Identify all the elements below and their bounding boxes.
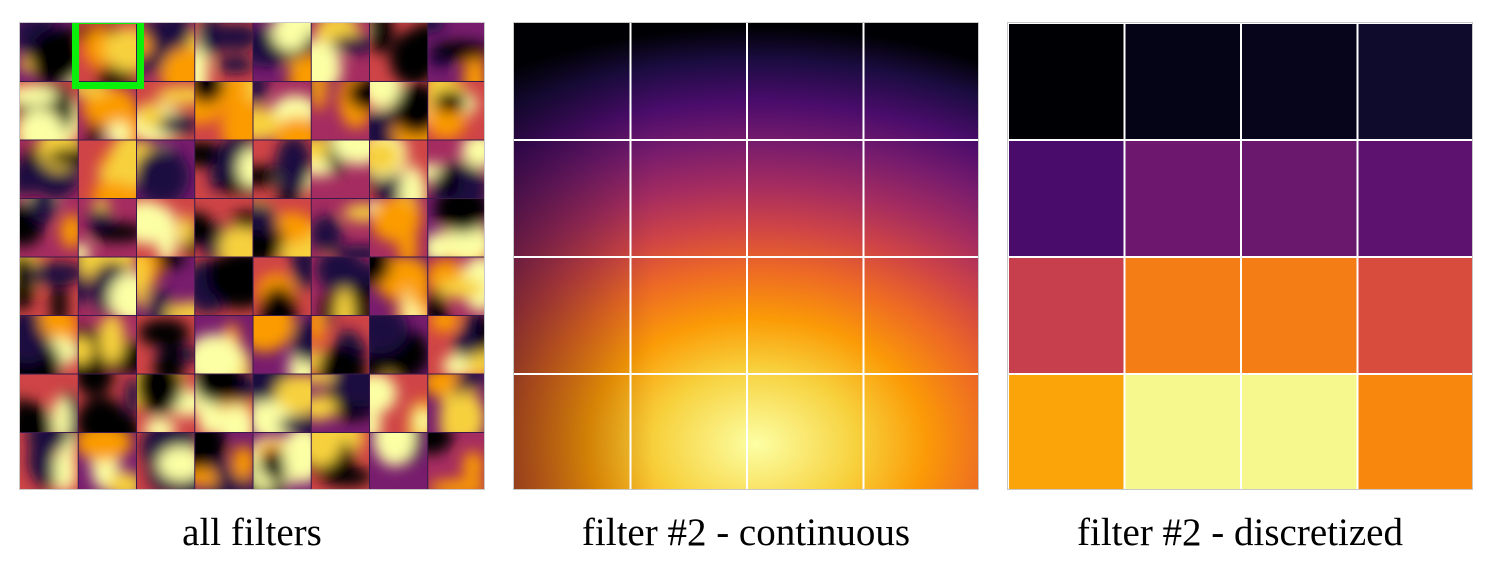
filter-tile — [20, 257, 79, 316]
filter-tile — [20, 23, 79, 82]
filter-tile — [369, 81, 428, 140]
discretized-cell — [1123, 373, 1242, 489]
all-filters-heatmap — [20, 23, 484, 489]
filter-tile — [369, 432, 428, 489]
discretized-cell — [1008, 256, 1126, 375]
filter-tile — [136, 257, 195, 316]
filter-tile — [194, 374, 253, 433]
filter-tile — [194, 81, 253, 140]
filter-tile — [78, 198, 137, 257]
discretized-cell — [1008, 139, 1126, 258]
filter-tile — [78, 81, 137, 140]
filter-tile — [253, 140, 312, 199]
filter-tile — [369, 23, 428, 82]
selected-filter-highlight — [72, 23, 144, 89]
filter-tile — [369, 198, 428, 257]
filter-tile — [194, 432, 253, 489]
filter-tile — [253, 315, 312, 374]
filter-tile — [20, 432, 79, 489]
filter-tile — [136, 315, 195, 374]
discretized-cell — [1356, 373, 1472, 489]
discretized-filter-heatmap — [1008, 23, 1472, 489]
filter-tile — [20, 315, 79, 374]
discretized-cell — [1123, 23, 1242, 141]
filter-tile — [369, 374, 428, 433]
filter-tile — [311, 315, 370, 374]
filter-tile — [253, 23, 312, 82]
filter-tile — [194, 198, 253, 257]
filter-tile — [369, 140, 428, 199]
discretized-cell — [1008, 23, 1126, 141]
filter-tile — [311, 432, 370, 489]
filter-tile — [194, 315, 253, 374]
discretized-cell — [1123, 139, 1242, 258]
filter-tile — [427, 81, 484, 140]
continuous-filter-panel — [513, 22, 979, 490]
filter-tile — [311, 81, 370, 140]
filter-tile — [194, 140, 253, 199]
discretized-cell — [1123, 256, 1242, 375]
filter-tile — [427, 374, 484, 433]
discretized-cell — [1240, 373, 1359, 489]
filter-tile — [136, 432, 195, 489]
filter-tile — [78, 257, 137, 316]
filter-tile — [253, 257, 312, 316]
discretized-cell — [1356, 139, 1472, 258]
discretized-cell — [1240, 256, 1359, 375]
filter-tile — [136, 374, 195, 433]
filter-tile — [20, 198, 79, 257]
discretized-cell — [1240, 139, 1359, 258]
filter-tile — [427, 257, 484, 316]
filter-tile — [20, 140, 79, 199]
filter-tile — [78, 432, 137, 489]
filter-tile — [20, 374, 79, 433]
filter-tile — [136, 81, 195, 140]
discretized-caption: filter #2 - discretized — [1077, 511, 1403, 554]
filter-tile — [369, 257, 428, 316]
filter-tile — [427, 23, 484, 82]
discretized-cell — [1356, 23, 1472, 141]
filter-tile — [427, 432, 484, 489]
filter-tile — [194, 23, 253, 82]
all-filters-panel — [19, 22, 485, 490]
filter-tile — [427, 140, 484, 199]
filter-tile — [194, 257, 253, 316]
filter-tile — [136, 198, 195, 257]
filter-tile — [311, 198, 370, 257]
discretized-filter-panel — [1007, 22, 1473, 490]
discretized-cell — [1008, 373, 1126, 489]
filter-tile — [427, 198, 484, 257]
filter-tile — [78, 374, 137, 433]
filter-tile — [136, 23, 195, 82]
discretized-cell — [1240, 23, 1359, 141]
filter-tile — [253, 432, 312, 489]
filter-tile — [311, 257, 370, 316]
filter-tile — [369, 315, 428, 374]
filter-tile — [253, 81, 312, 140]
filter-tile — [136, 140, 195, 199]
filter-tile — [427, 315, 484, 374]
filter-tile — [78, 140, 137, 199]
filter-tile — [78, 315, 137, 374]
discretized-cell — [1356, 256, 1472, 375]
filter-tile — [253, 198, 312, 257]
continuous-filter-heatmap — [514, 23, 978, 489]
filter-tile — [311, 374, 370, 433]
filter-tile — [78, 23, 137, 82]
continuous-caption: filter #2 - continuous — [581, 511, 911, 554]
filter-tile — [311, 140, 370, 199]
filter-tile — [253, 374, 312, 433]
filter-tile — [311, 23, 370, 82]
all-filters-caption: all filters — [182, 511, 322, 554]
filter-tile — [20, 81, 79, 140]
